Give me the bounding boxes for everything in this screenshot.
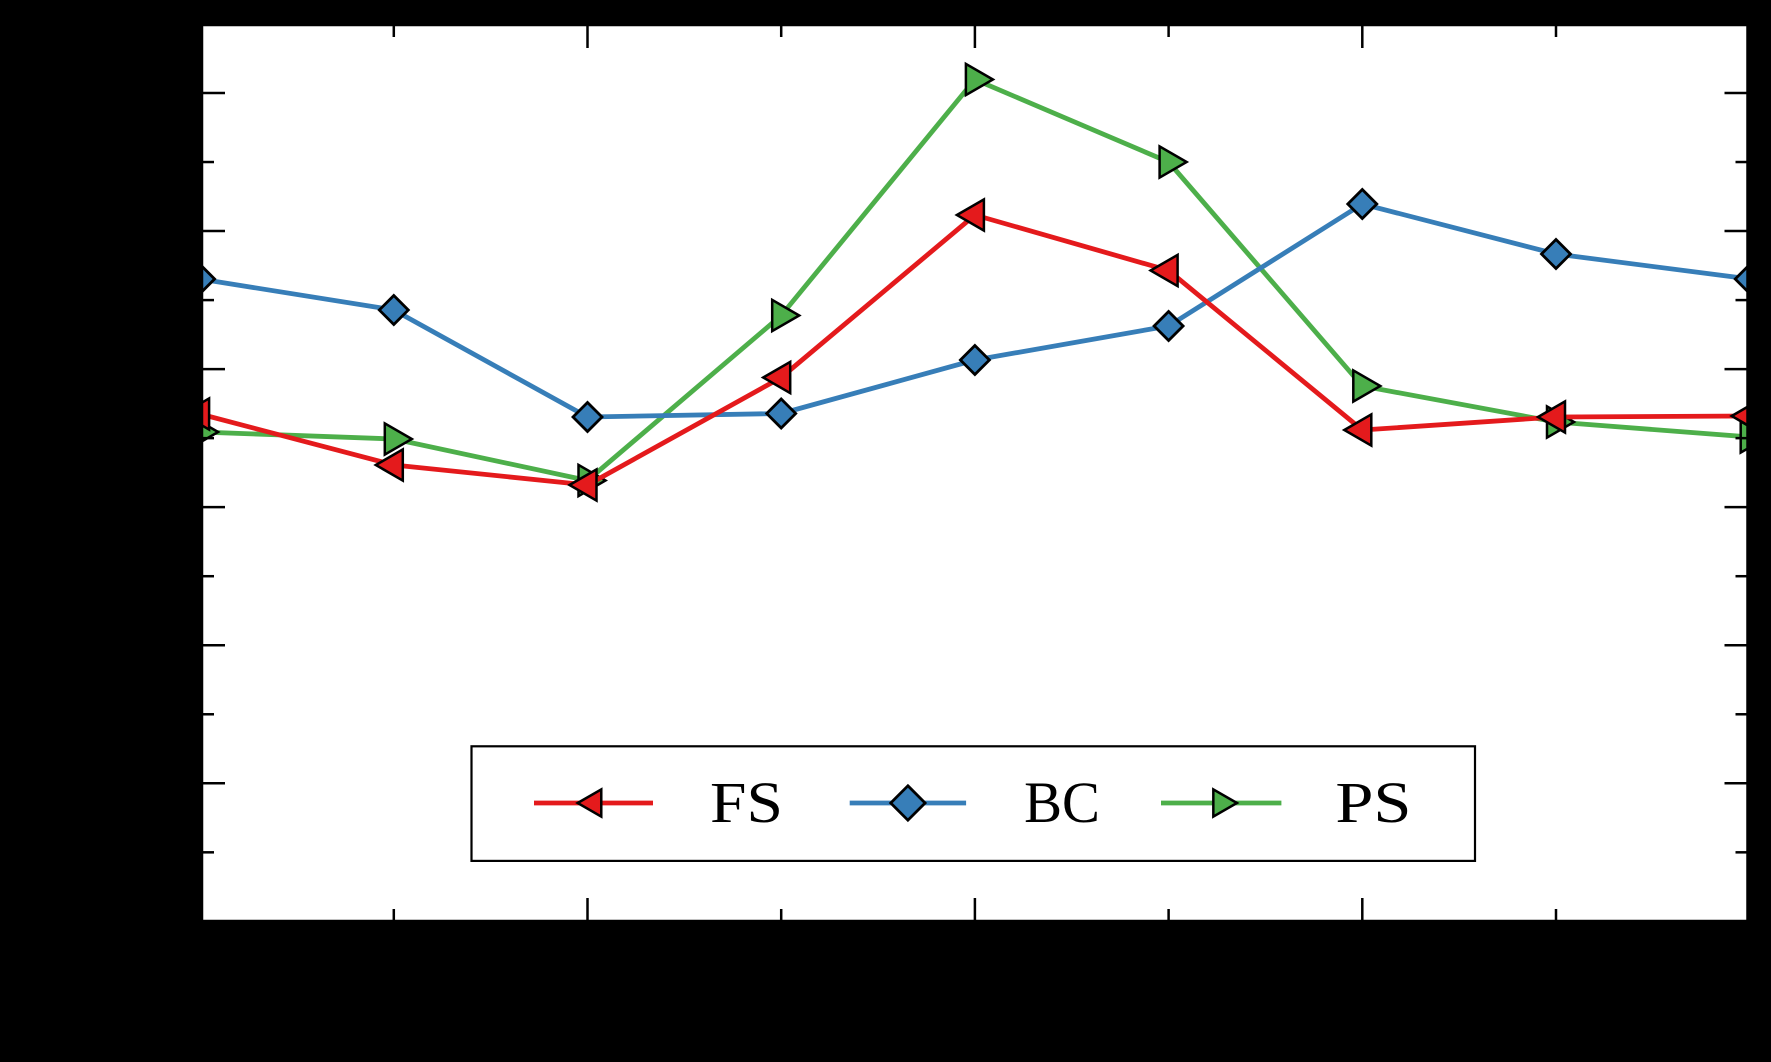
svg-text:PS: PS	[1335, 770, 1411, 835]
svg-text:BC: BC	[1024, 771, 1100, 835]
svg-text:FS: FS	[710, 771, 783, 835]
